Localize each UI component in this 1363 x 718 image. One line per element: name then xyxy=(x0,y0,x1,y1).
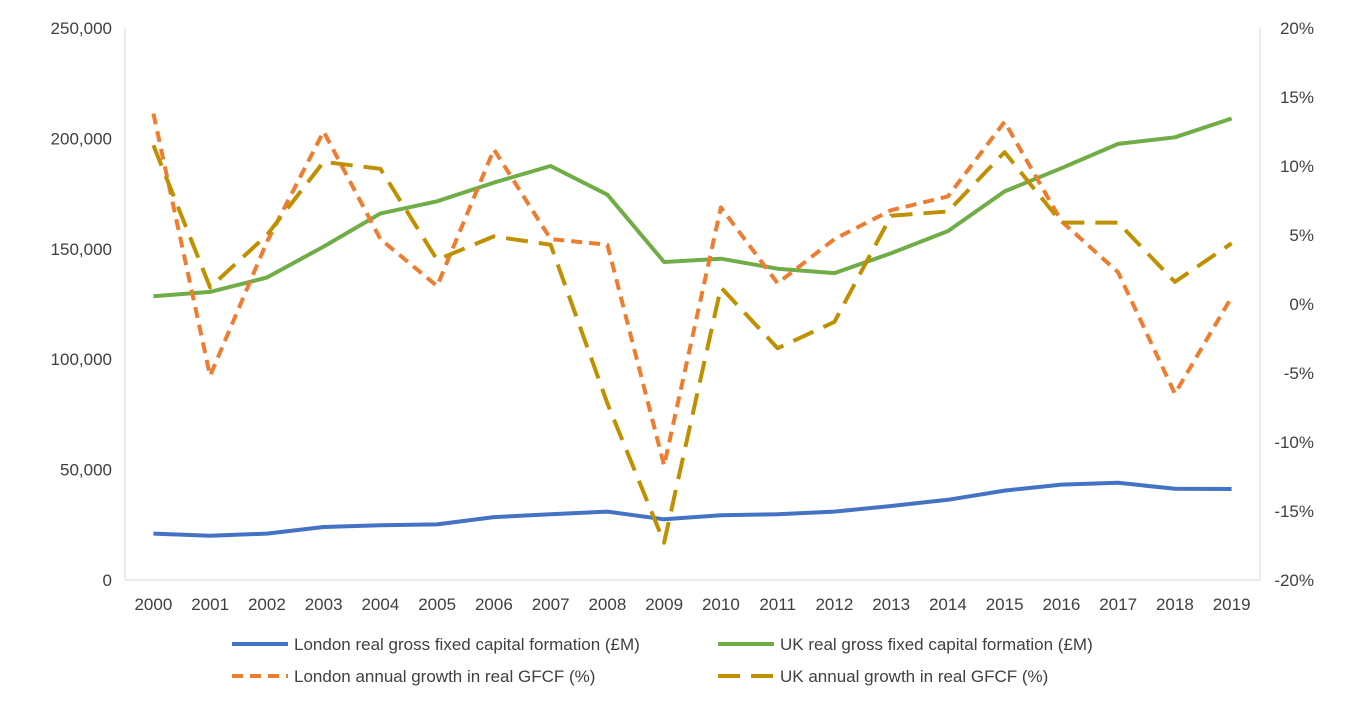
x-tick-label: 2007 xyxy=(532,595,570,614)
right-axis-ticks: -20% -15% -10% -5% 0% 5% 10% 15% 20% xyxy=(1274,19,1314,590)
right-tick-label: -10% xyxy=(1274,433,1314,452)
right-tick-label: 0% xyxy=(1289,295,1314,314)
x-tick-label: 2011 xyxy=(759,595,796,614)
series-line-2 xyxy=(153,116,1233,299)
series-line-4 xyxy=(151,144,1233,545)
x-tick-label: 2002 xyxy=(248,595,286,614)
series-line-1 xyxy=(153,480,1232,538)
series-lines xyxy=(151,113,1234,545)
right-tick-label: 10% xyxy=(1280,157,1314,176)
x-tick-label: 2018 xyxy=(1156,595,1194,614)
x-tick-label: 2008 xyxy=(588,595,626,614)
left-tick-label: 50,000 xyxy=(60,461,112,480)
left-axis-ticks: 0 50,000 100,000 150,000 200,000 250,000 xyxy=(51,19,112,590)
left-tick-label: 200,000 xyxy=(51,129,112,148)
right-tick-label: -20% xyxy=(1274,571,1314,590)
series-line-3 xyxy=(151,113,1234,468)
legend: London real gross fixed capital formatio… xyxy=(232,635,1093,686)
right-tick-label: -15% xyxy=(1274,502,1314,521)
legend-label-3: London annual growth in real GFCF (%) xyxy=(294,667,595,686)
x-tick-label: 2017 xyxy=(1099,595,1137,614)
x-tick-label: 2004 xyxy=(361,595,399,614)
x-tick-label: 2010 xyxy=(702,595,740,614)
right-tick-label: 15% xyxy=(1280,88,1314,107)
x-tick-label: 2009 xyxy=(645,595,683,614)
x-tick-label: 2005 xyxy=(418,595,456,614)
x-tick-label: 2006 xyxy=(475,595,513,614)
axes xyxy=(124,28,1261,581)
x-tick-label: 2016 xyxy=(1042,595,1080,614)
legend-label-4: UK annual growth in real GFCF (%) xyxy=(780,667,1048,686)
x-tick-label: 2015 xyxy=(986,595,1024,614)
right-tick-label: 20% xyxy=(1280,19,1314,38)
x-axis-ticks: 2000 2001 2002 2003 2004 2005 2006 2007 2008 2009… xyxy=(134,595,1250,614)
x-tick-label: 2014 xyxy=(929,595,967,614)
right-tick-label: -5% xyxy=(1284,364,1314,383)
legend-label-2: UK real gross fixed capital formation (£… xyxy=(780,635,1093,654)
left-tick-label: 0 xyxy=(103,571,112,590)
left-tick-label: 150,000 xyxy=(51,240,112,259)
x-tick-label: 2003 xyxy=(305,595,343,614)
left-tick-label: 100,000 xyxy=(51,350,112,369)
right-tick-label: 5% xyxy=(1289,226,1314,245)
x-tick-label: 2012 xyxy=(815,595,853,614)
x-tick-label: 2000 xyxy=(134,595,172,614)
x-tick-label: 2019 xyxy=(1213,595,1251,614)
left-tick-label: 250,000 xyxy=(51,19,112,38)
x-tick-label: 2013 xyxy=(872,595,910,614)
x-tick-label: 2001 xyxy=(191,595,229,614)
legend-label-1: London real gross fixed capital formatio… xyxy=(294,635,640,654)
